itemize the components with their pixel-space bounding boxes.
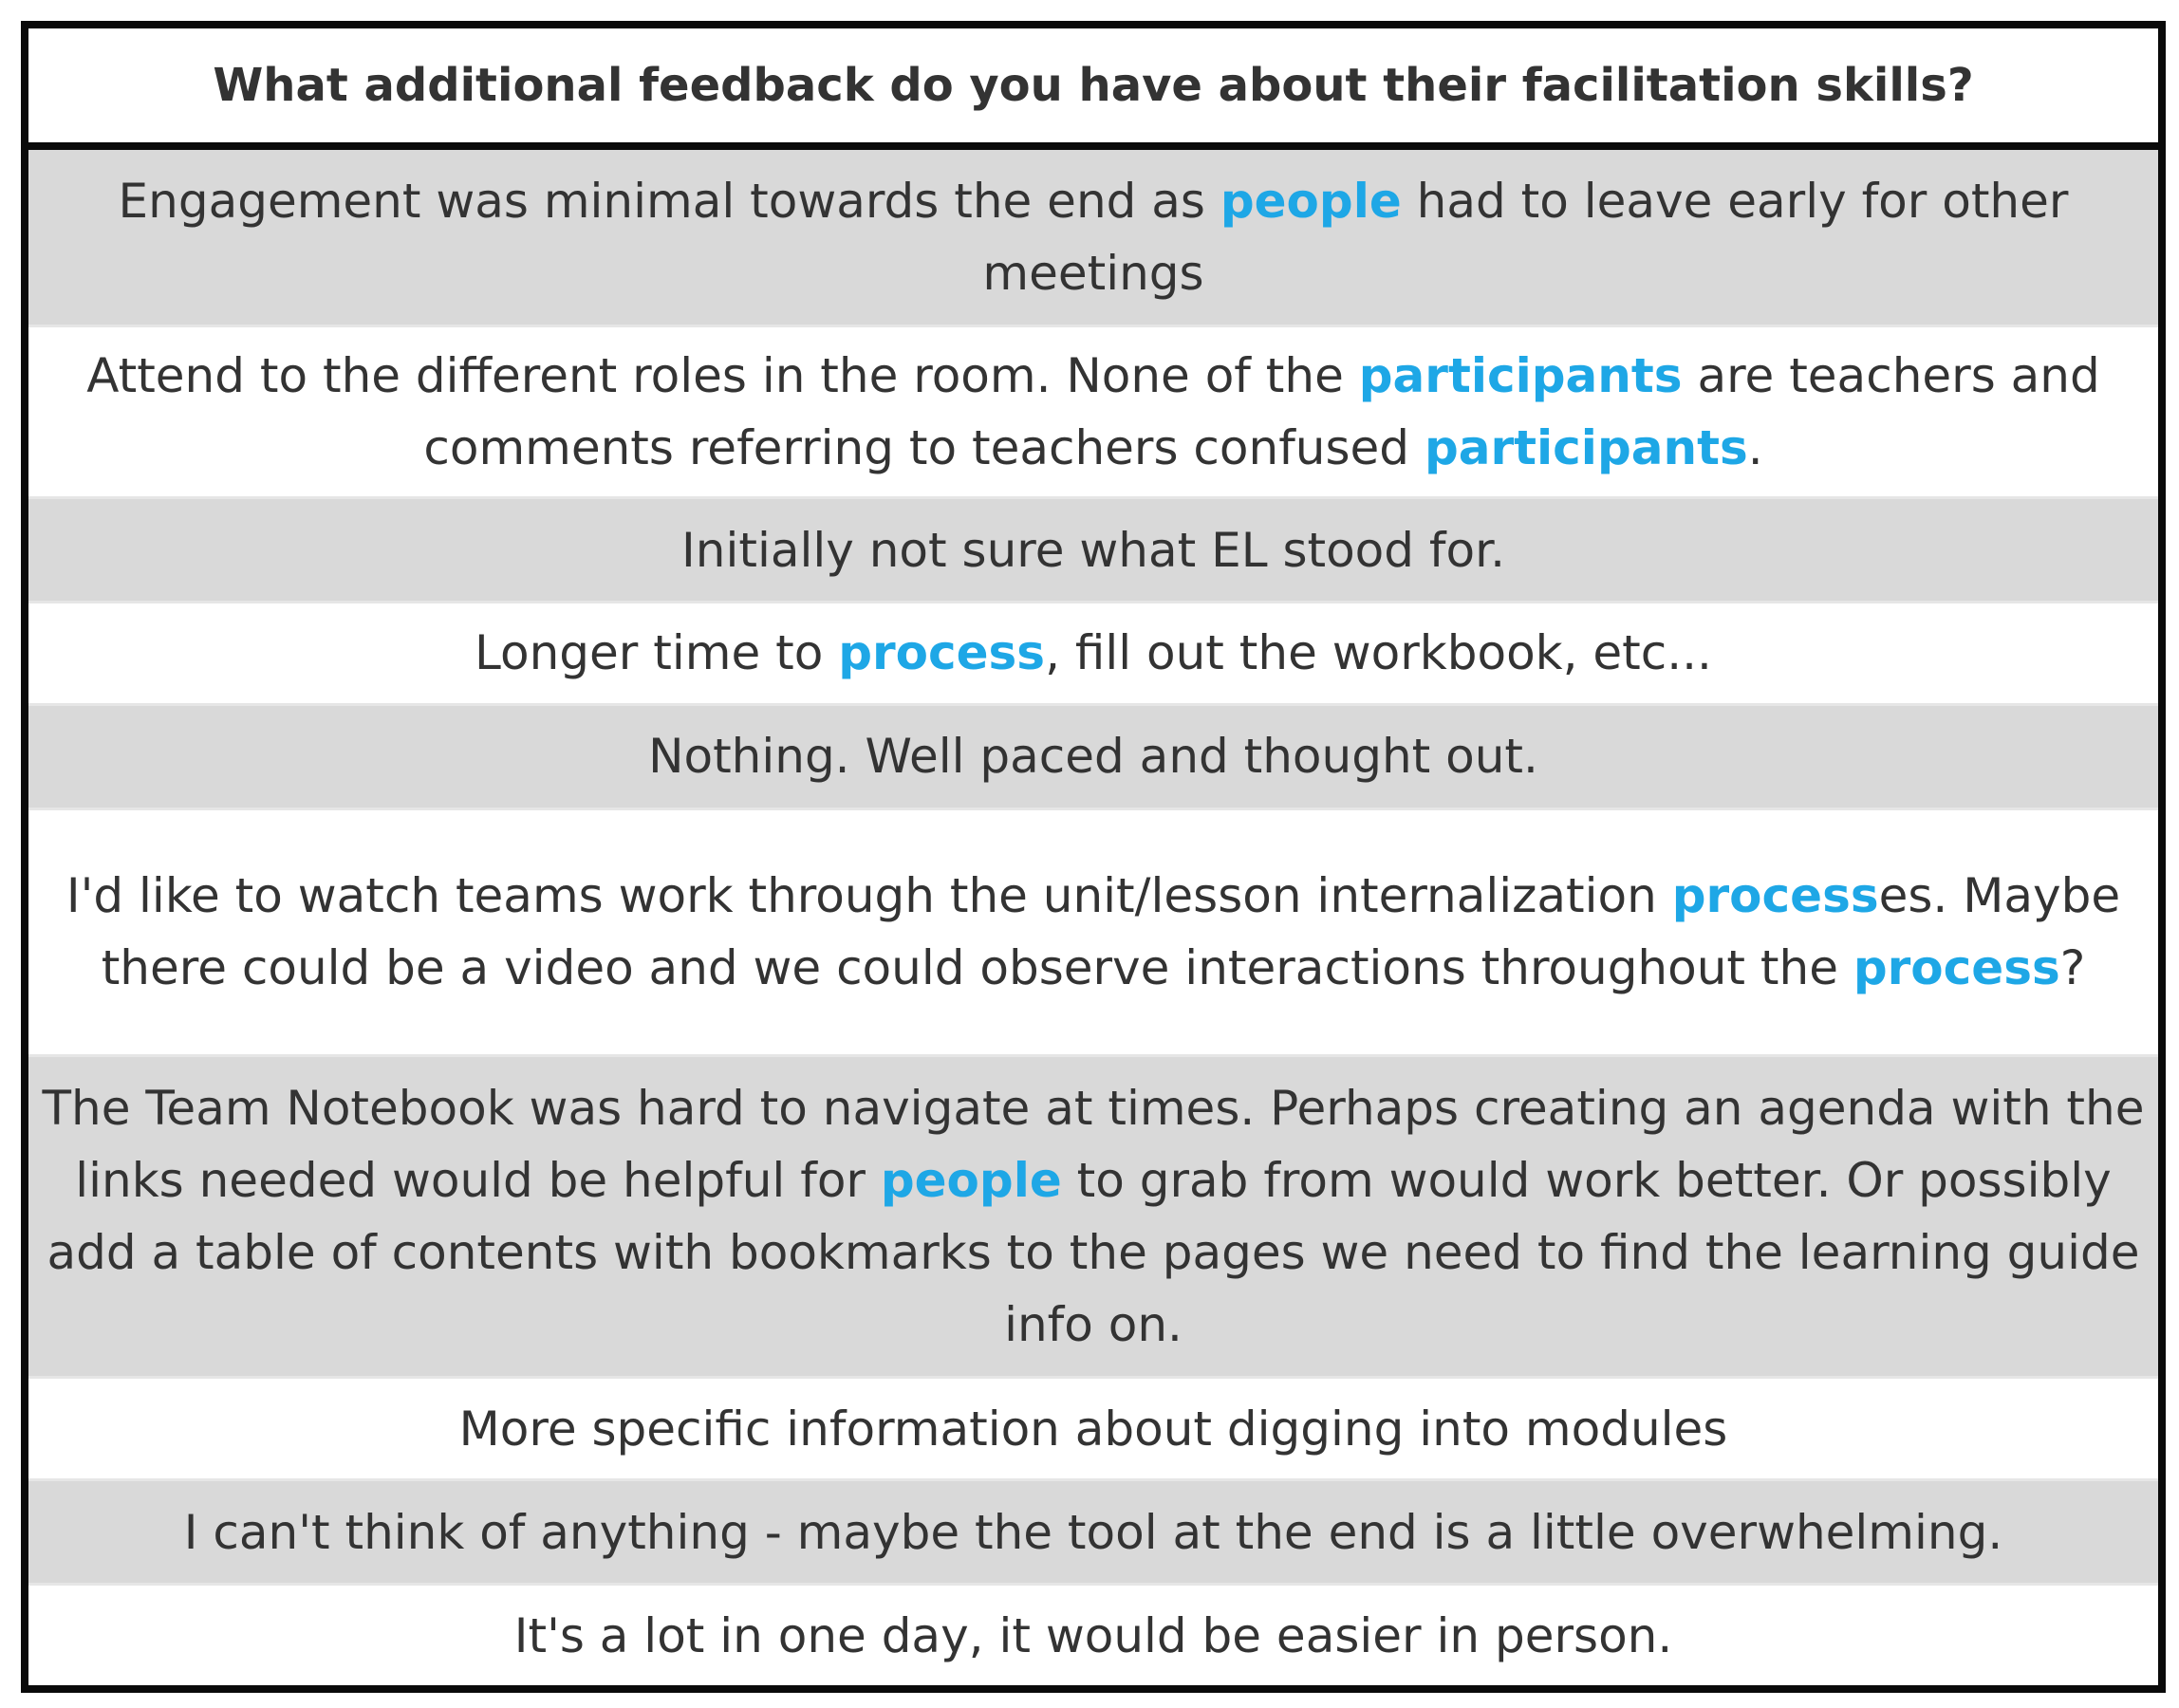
response-row: Nothing. Well paced and thought out. — [28, 705, 2158, 810]
response-text-segment: Longer time to — [475, 625, 839, 681]
response-text-segment: , fill out the workbook, etc... — [1045, 625, 1712, 681]
response-text: I'd like to watch teams work through the… — [38, 860, 2149, 1004]
response-row: Attend to the different roles in the roo… — [28, 327, 2158, 500]
feedback-table: What additional feedback do you have abo… — [21, 21, 2166, 1693]
response-text: Longer time to process, fill out the wor… — [475, 617, 1712, 689]
response-text-segment: Attend to the different roles in the roo… — [86, 348, 1359, 404]
response-row: Initially not sure what EL stood for. — [28, 499, 2158, 603]
response-row: The Team Notebook was hard to navigate a… — [28, 1056, 2158, 1380]
highlighted-keyword: participants — [1424, 420, 1748, 476]
response-text-segment: . — [1747, 420, 1763, 476]
response-text-segment: The Team Notebook was hard to navigate a… — [42, 1081, 2145, 1209]
highlighted-keyword: people — [1220, 174, 1402, 230]
highlighted-keyword: process — [838, 625, 1046, 681]
response-row: More specific information about digging … — [28, 1379, 2158, 1482]
response-text: More specific information about digging … — [459, 1393, 1728, 1465]
response-row: I'd like to watch teams work through the… — [28, 809, 2158, 1057]
response-text-segment: had to leave early for other meetings — [982, 174, 2069, 302]
response-text-segment: I'd like to watch teams work through the… — [65, 868, 1672, 924]
response-text-segment: I can't think of anything - maybe the to… — [183, 1504, 2003, 1560]
response-text-segment: are teachers and comments referring to t… — [423, 348, 2100, 476]
response-text: The Team Notebook was hard to navigate a… — [38, 1072, 2149, 1361]
response-text: Initially not sure what EL stood for. — [681, 514, 1505, 586]
response-text: It's a lot in one day, it would be easie… — [514, 1600, 1673, 1672]
response-text-segment: ? — [2059, 940, 2086, 996]
response-text-segment: Initially not sure what EL stood for. — [681, 522, 1505, 578]
response-row: Longer time to process, fill out the wor… — [28, 603, 2158, 706]
response-text-segment: More specific information about digging … — [458, 1401, 1728, 1457]
response-list: Engagement was minimal towards the end a… — [28, 150, 2158, 1685]
highlighted-keyword: process — [1671, 868, 1879, 924]
response-text-segment: Nothing. Well paced and thought out. — [648, 729, 1538, 785]
response-text-segment: to grab from would work better. Or possi… — [47, 1153, 2140, 1353]
response-text: I can't think of anything - maybe the to… — [184, 1496, 2002, 1569]
response-text: Engagement was minimal towards the end a… — [38, 165, 2149, 309]
highlighted-keyword: process — [1853, 940, 2060, 996]
response-row: Engagement was minimal towards the end a… — [28, 150, 2158, 328]
highlighted-keyword: participants — [1358, 348, 1683, 404]
response-text-segment: It's a lot in one day, it would be easie… — [513, 1607, 1673, 1663]
response-text-segment: es. Maybe there could be a video and we … — [101, 868, 2121, 996]
response-text: Attend to the different roles in the roo… — [38, 340, 2149, 484]
response-row: It's a lot in one day, it would be easie… — [28, 1586, 2158, 1685]
highlighted-keyword: people — [880, 1153, 1062, 1209]
response-text-segment: Engagement was minimal towards the end a… — [118, 174, 1220, 230]
response-text: Nothing. Well paced and thought out. — [648, 720, 1538, 792]
response-row: I can't think of anything - maybe the to… — [28, 1481, 2158, 1587]
table-header-question: What additional feedback do you have abo… — [28, 28, 2158, 150]
